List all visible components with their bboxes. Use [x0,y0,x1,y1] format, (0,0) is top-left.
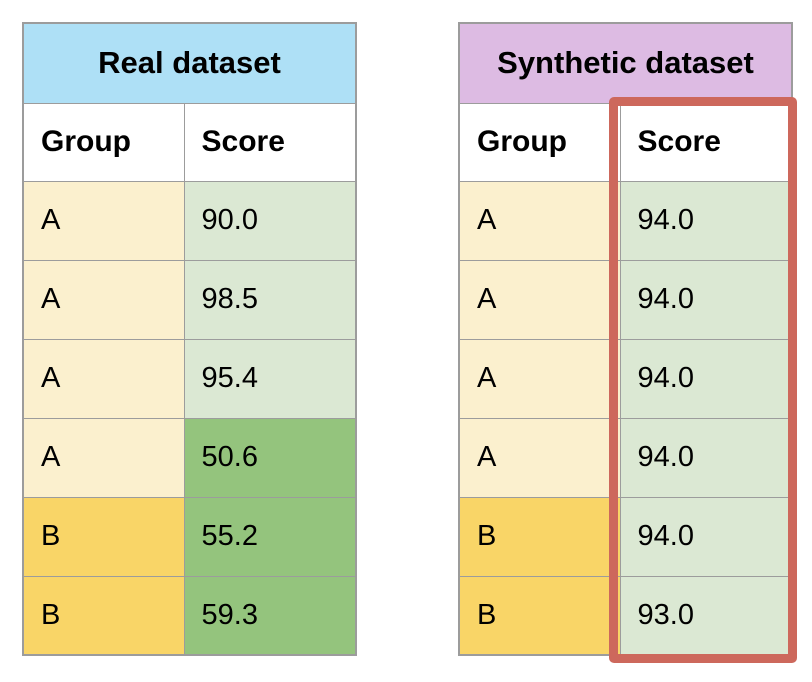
score-cell: 98.5 [183,259,357,340]
group-cell: A [458,417,621,498]
synthetic-dataset-body: A 94.0 A 94.0 A 94.0 A 94.0 B 94.0 B 93.0 [458,180,793,656]
group-cell: B [22,496,185,577]
table-row: B 94.0 [458,496,793,577]
group-cell: A [22,417,185,498]
synthetic-score-column-header: Score [619,102,793,182]
table-row: A 94.0 [458,259,793,340]
synthetic-dataset-title: Synthetic dataset [458,22,793,104]
score-cell: 94.0 [619,180,793,261]
table-row: A 95.4 [22,338,357,419]
table-row: B 55.2 [22,496,357,577]
synthetic-dataset-table: Synthetic dataset Group Score A 94.0 A 94.0… [458,22,793,656]
score-cell: 50.6 [183,417,357,498]
group-cell: B [22,575,185,656]
table-row: A 94.0 [458,180,793,261]
table-row: A 90.0 [22,180,357,261]
real-dataset-table: Real dataset Group Score A 90.0 A 98.5 A 95.4… [22,22,357,656]
score-cell: 59.3 [183,575,357,656]
real-dataset-title: Real dataset [22,22,357,104]
table-row: A 98.5 [22,259,357,340]
real-group-column-header: Group [22,102,185,182]
table-row: B 93.0 [458,575,793,656]
score-cell: 94.0 [619,496,793,577]
table-row: A 94.0 [458,417,793,498]
real-score-column-header: Score [183,102,357,182]
group-cell: A [22,180,185,261]
score-cell: 90.0 [183,180,357,261]
group-cell: A [22,259,185,340]
table-row: A 94.0 [458,338,793,419]
score-cell: 55.2 [183,496,357,577]
score-cell: 94.0 [619,338,793,419]
synthetic-dataset-column-header-row: Group Score [458,102,793,182]
score-cell: 94.0 [619,417,793,498]
group-cell: A [22,338,185,419]
score-cell: 94.0 [619,259,793,340]
score-cell: 95.4 [183,338,357,419]
real-dataset-body: A 90.0 A 98.5 A 95.4 A 50.6 B 55.2 B 59.3 [22,180,357,656]
group-cell: B [458,496,621,577]
table-row: A 50.6 [22,417,357,498]
table-row: B 59.3 [22,575,357,656]
real-dataset-column-header-row: Group Score [22,102,357,182]
group-cell: A [458,180,621,261]
group-cell: A [458,338,621,419]
real-dataset-title-row: Real dataset [22,22,357,104]
score-cell: 93.0 [619,575,793,656]
group-cell: A [458,259,621,340]
synthetic-group-column-header: Group [458,102,621,182]
synthetic-dataset-title-row: Synthetic dataset [458,22,793,104]
group-cell: B [458,575,621,656]
